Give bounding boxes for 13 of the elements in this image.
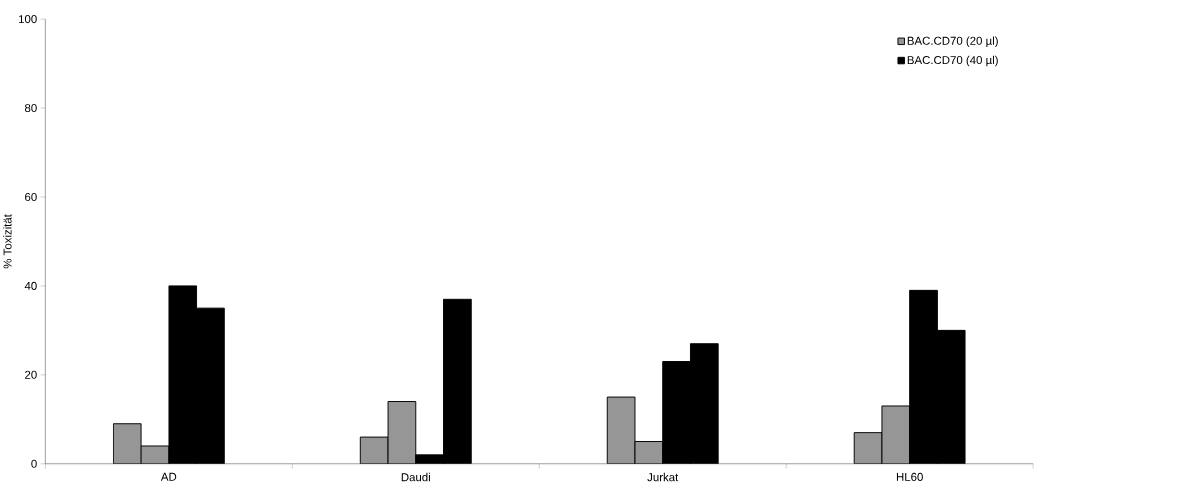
y-tick-label: 40 <box>24 281 37 290</box>
y-tick-label: 20 <box>25 370 37 379</box>
y-tick-label: 80 <box>24 103 37 112</box>
y-tick-label: 100 <box>19 14 37 24</box>
legend-label: BAC.CD70 (40 µl) <box>907 55 998 67</box>
x-tick-label: HL60 <box>896 472 923 481</box>
x-tick-label: Daudi <box>401 472 430 482</box>
y-tick-label: 60 <box>25 192 37 201</box>
legend-label: BAC.CD70 (20 µl) <box>907 36 998 48</box>
x-tick-label: AD <box>160 472 177 481</box>
y-tick-label: 0 <box>31 459 37 468</box>
y-axis-title: % Toxizität <box>3 214 12 269</box>
x-tick-label: Jurkat <box>647 472 679 482</box>
